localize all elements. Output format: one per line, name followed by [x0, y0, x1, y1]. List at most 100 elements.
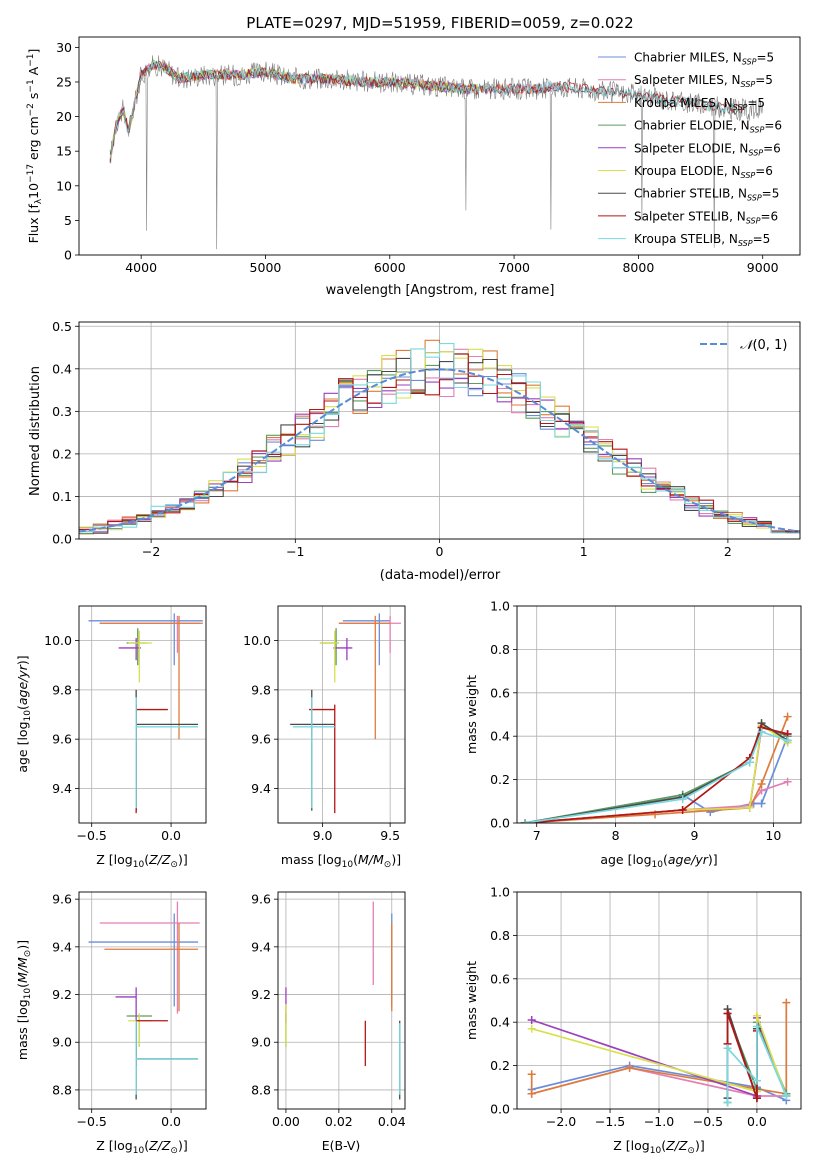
- x-tick-label: 0.00: [272, 1114, 300, 1129]
- chart-mass_vs_Z: −0.5 0.0 8.8 9.0 9.2 9.4 9.6 Z [log10(Z/Z⊙)] mas…: [15, 891, 207, 1156]
- series-kroupa-miles: [520, 712, 792, 823]
- data-point: [625, 1063, 634, 1072]
- errorbar-kroupa-miles: [99, 615, 203, 740]
- plot-area: [520, 712, 792, 823]
- y-tick-label: 10.0: [44, 633, 72, 648]
- legend-label: Chabrier ELODIE, NSSP=6: [634, 119, 782, 135]
- series-kroupa-elodie: [520, 721, 792, 823]
- data-point: [678, 795, 687, 804]
- legend-label: Kroupa MILES, NSSP=5: [634, 96, 765, 112]
- data-point: [782, 1091, 791, 1100]
- series-kroupa-stelib: [520, 727, 792, 823]
- legend-label: Chabrier MILES, NSSP=5: [634, 51, 774, 67]
- legend-label: Salpeter STELIB, NSSP=6: [634, 209, 778, 225]
- y-tick-label: 9.4: [52, 781, 72, 796]
- y-tick-label: 10: [56, 178, 72, 193]
- y-tick-label: 9.2: [251, 987, 271, 1002]
- y-tick-label: 9.8: [52, 682, 72, 697]
- data-point: [752, 1094, 761, 1103]
- y-axis-label: mass weight: [464, 961, 479, 1040]
- x-tick-label: 5000: [250, 260, 282, 275]
- y-axis-label: Flux [fλ10−17 erg cm−2 s−1 A−1]: [26, 49, 44, 244]
- x-tick-label: −1.0: [644, 1114, 674, 1129]
- y-tick-label: 0.0: [52, 532, 72, 547]
- x-tick-label: −0.5: [77, 1114, 107, 1129]
- x-tick-label: 0.0: [161, 1114, 181, 1129]
- data-point: [752, 1022, 761, 1031]
- chart-residuals: −2 −1 0 1 2 0.0 0.1 0.2 0.3 0.4 0.5 (data-model)/er…: [28, 319, 801, 583]
- y-tick-label: 0.5: [52, 319, 72, 334]
- y-tick-label: 0.4: [52, 361, 72, 376]
- y-tick-label: 1.0: [490, 599, 510, 614]
- plot-area: [88, 613, 203, 814]
- figure-title: PLATE=0297, MJD=51959, FIBERID=0059, z=0…: [246, 14, 633, 32]
- data-point: [783, 777, 792, 786]
- axes-frame: [277, 891, 406, 1110]
- data-point: [723, 1098, 732, 1107]
- y-tick-label: 0.1: [52, 489, 72, 504]
- y-tick-label: 10.0: [243, 633, 271, 648]
- y-tick-label: 0.3: [52, 404, 72, 419]
- axes-frame: [516, 605, 802, 824]
- legend-label: Salpeter ELODIE, NSSP=6: [634, 141, 781, 157]
- axes-frame: [277, 605, 406, 824]
- y-tick-label: 9.6: [52, 892, 72, 907]
- x-axis-label: Z [log10(Z/Z⊙)]: [96, 1138, 187, 1156]
- x-tick-label: −1.5: [595, 1114, 625, 1129]
- errorbar-salpeter-stelib: [135, 704, 168, 814]
- x-tick-label: 6000: [374, 260, 406, 275]
- x-tick-label: 9.0: [313, 828, 333, 843]
- legend-label: 𝒩(0, 1): [740, 338, 787, 353]
- x-tick-label: 9000: [747, 260, 779, 275]
- data-point: [757, 779, 766, 788]
- y-tick-label: 9.6: [251, 732, 271, 747]
- errorbar-chabrier-miles: [342, 613, 391, 666]
- y-tick-label: 9.4: [251, 939, 271, 954]
- data-point: [757, 799, 766, 808]
- errorbar-chabrier-stelib: [135, 1020, 199, 1100]
- data-point: [723, 1009, 732, 1018]
- plot-area: [285, 901, 401, 1100]
- legend-label: Salpeter MILES, NSSP=5: [634, 73, 773, 89]
- errorbar-chabrier-stelib: [135, 689, 199, 811]
- errorbar-kroupa-miles: [104, 923, 199, 1012]
- chart-massweight_vs_age: 7 8 9 10 0.0 0.2 0.4 0.6 0.8 1.0 mass weight age [l…: [464, 599, 802, 870]
- chart-massweight_vs_Z: −2.0 −1.5 −1.0 −0.5 0.0 0.0 0.2 0.4 0.6 0.8 1.0 mas…: [464, 885, 802, 1156]
- errorbar-salpeter-elodie: [115, 987, 137, 1024]
- plot-area: [109, 55, 763, 250]
- y-tick-label: 8.8: [251, 1082, 271, 1097]
- plot-area: [88, 901, 200, 1100]
- x-tick-label: 4000: [125, 260, 157, 275]
- y-tick-label: 9.0: [52, 1035, 72, 1050]
- series-line: [524, 730, 788, 823]
- data-point: [520, 819, 529, 823]
- y-tick-label: 0.2: [490, 772, 510, 787]
- errorbar-chabrier-stelib: [290, 689, 335, 811]
- data-point: [527, 1016, 536, 1025]
- x-tick-label: 2: [724, 544, 732, 559]
- errorbar-kroupa-elodie: [319, 630, 339, 683]
- histogram-kroupa-stelib: [79, 343, 800, 534]
- x-tick-label: 10: [765, 828, 781, 843]
- normal-curve: [79, 368, 800, 533]
- x-tick-label: 0: [436, 544, 444, 559]
- x-tick-label: 0.04: [378, 1114, 406, 1129]
- data-point: [745, 758, 754, 767]
- axes-frame: [78, 605, 207, 824]
- y-tick-label: 20: [56, 109, 72, 124]
- x-tick-label: 9: [691, 828, 699, 843]
- x-tick-label: 0.02: [325, 1114, 353, 1129]
- errorbar-kroupa-elodie: [128, 630, 153, 683]
- y-tick-label: 9.6: [52, 732, 72, 747]
- x-tick-label: −0.5: [77, 828, 107, 843]
- x-axis-label: wavelength [Angstrom, rest frame]: [326, 283, 555, 298]
- x-axis-label: (data-model)/error: [380, 568, 501, 583]
- y-tick-label: 9.0: [251, 1035, 271, 1050]
- x-tick-label: 9.5: [380, 828, 400, 843]
- y-tick-label: 0.2: [52, 446, 72, 461]
- y-tick-label: 8.8: [52, 1082, 72, 1097]
- x-axis-label: mass [log10(M/M⊙)]: [281, 852, 401, 870]
- y-tick-label: 9.4: [251, 781, 271, 796]
- y-tick-label: 0.4: [490, 1015, 510, 1030]
